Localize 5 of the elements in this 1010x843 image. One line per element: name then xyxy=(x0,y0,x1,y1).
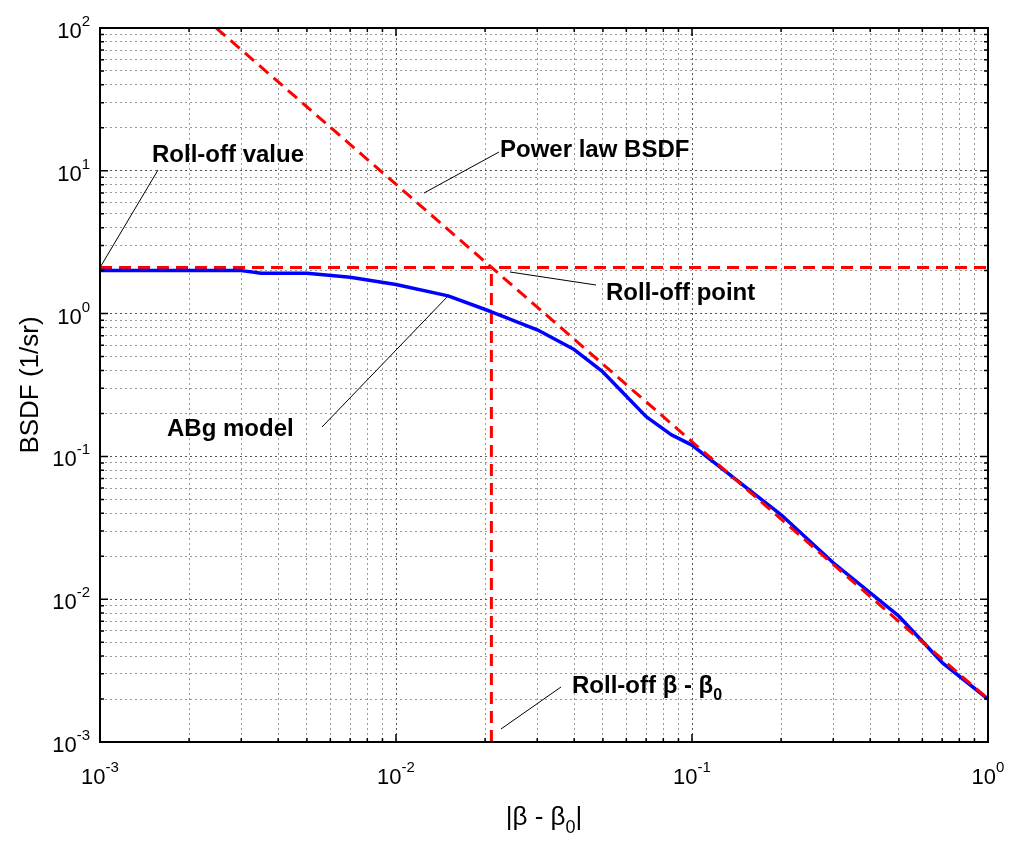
y-axis-title: BSDF (1/sr) xyxy=(14,316,44,454)
annotation: Roll-off point xyxy=(606,278,756,305)
annotation: ABg model xyxy=(167,414,294,441)
annotation: Power law BSDF xyxy=(500,135,690,162)
annotation: Roll-off value xyxy=(152,140,305,167)
